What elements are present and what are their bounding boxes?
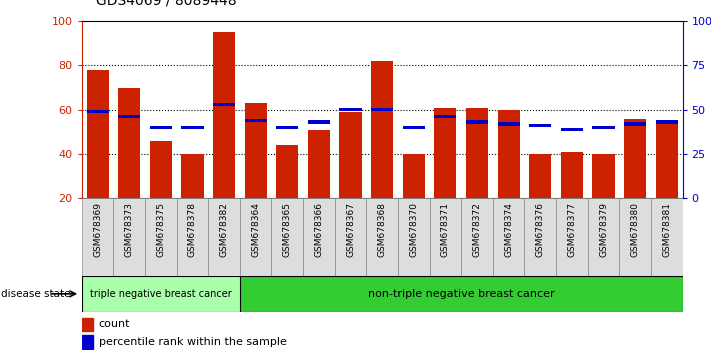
Bar <box>466 108 488 198</box>
Text: GSM678365: GSM678365 <box>283 202 292 257</box>
Bar <box>561 152 583 198</box>
Bar <box>529 154 551 198</box>
Bar <box>118 115 140 119</box>
Bar <box>118 88 140 198</box>
Bar <box>150 126 172 129</box>
Bar <box>150 141 172 198</box>
Text: GSM678379: GSM678379 <box>599 202 608 257</box>
Text: GSM678378: GSM678378 <box>188 202 197 257</box>
Text: GDS4069 / 8089448: GDS4069 / 8089448 <box>96 0 237 7</box>
Bar <box>208 198 240 276</box>
Bar <box>498 110 520 198</box>
Bar <box>113 198 145 276</box>
Text: GSM678376: GSM678376 <box>536 202 545 257</box>
Text: GSM678375: GSM678375 <box>156 202 166 257</box>
Bar <box>176 198 208 276</box>
Text: non-triple negative breast cancer: non-triple negative breast cancer <box>368 289 555 299</box>
Bar <box>245 119 267 122</box>
Text: GSM678368: GSM678368 <box>378 202 387 257</box>
Bar <box>272 198 303 276</box>
Bar <box>82 318 92 331</box>
Bar <box>335 198 366 276</box>
Bar <box>303 198 335 276</box>
Text: triple negative breast cancer: triple negative breast cancer <box>90 289 232 299</box>
Text: count: count <box>99 319 130 329</box>
Bar <box>82 276 240 312</box>
Bar <box>624 122 646 126</box>
Bar <box>366 198 398 276</box>
Bar <box>213 103 235 106</box>
Bar <box>82 335 92 349</box>
Text: GSM678369: GSM678369 <box>93 202 102 257</box>
Bar <box>434 108 456 198</box>
Text: GSM678371: GSM678371 <box>441 202 450 257</box>
Bar <box>240 198 272 276</box>
Bar <box>308 120 330 124</box>
Bar <box>213 32 235 198</box>
Text: GSM678364: GSM678364 <box>251 202 260 257</box>
Bar <box>493 198 525 276</box>
Bar <box>402 126 425 129</box>
Bar <box>245 103 267 198</box>
Text: GSM678372: GSM678372 <box>473 202 481 257</box>
Bar <box>277 145 299 198</box>
Bar <box>339 108 362 112</box>
Bar <box>339 112 362 198</box>
Bar <box>240 276 683 312</box>
Text: GSM678381: GSM678381 <box>662 202 671 257</box>
Bar <box>619 198 651 276</box>
Bar <box>371 108 393 112</box>
Text: GSM678367: GSM678367 <box>346 202 355 257</box>
Text: GSM678377: GSM678377 <box>567 202 577 257</box>
Text: GSM678366: GSM678366 <box>314 202 324 257</box>
Bar <box>656 121 678 198</box>
Bar <box>466 120 488 124</box>
Text: percentile rank within the sample: percentile rank within the sample <box>99 337 287 347</box>
Bar <box>651 198 683 276</box>
Bar <box>181 154 203 198</box>
Text: GSM678373: GSM678373 <box>124 202 134 257</box>
Bar <box>181 126 203 129</box>
Bar <box>87 110 109 113</box>
Bar <box>82 198 113 276</box>
Bar <box>402 154 425 198</box>
Bar <box>277 126 299 129</box>
Text: disease state: disease state <box>1 289 70 299</box>
Bar <box>592 154 614 198</box>
Bar <box>87 70 109 198</box>
Text: GSM678380: GSM678380 <box>631 202 640 257</box>
Bar <box>498 122 520 126</box>
Text: GSM678374: GSM678374 <box>504 202 513 257</box>
Text: GSM678382: GSM678382 <box>220 202 228 257</box>
Bar <box>592 126 614 129</box>
Bar <box>656 120 678 124</box>
Bar <box>371 61 393 198</box>
Bar <box>461 198 493 276</box>
Bar <box>624 119 646 198</box>
Bar <box>588 198 619 276</box>
Bar <box>145 198 176 276</box>
Bar <box>429 198 461 276</box>
Bar <box>556 198 588 276</box>
Bar <box>529 124 551 127</box>
Bar <box>398 198 429 276</box>
Bar <box>434 115 456 119</box>
Bar <box>525 198 556 276</box>
Bar <box>561 127 583 131</box>
Text: GSM678370: GSM678370 <box>410 202 418 257</box>
Bar <box>308 130 330 198</box>
